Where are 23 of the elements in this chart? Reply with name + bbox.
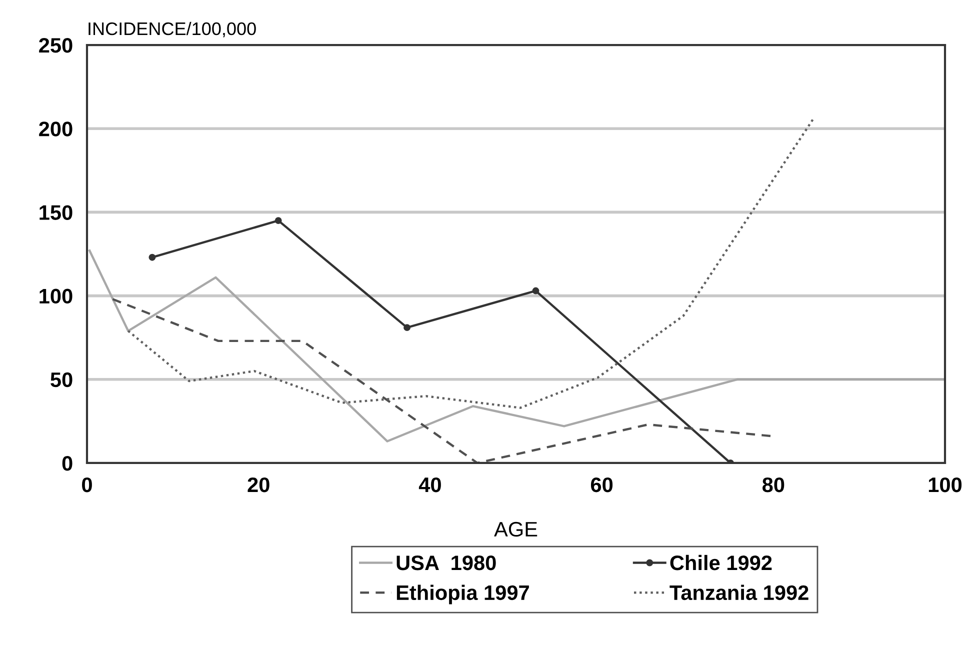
point xyxy=(274,217,282,224)
x-tick-label: 100 xyxy=(928,477,962,492)
legend-label: Chile 1992 xyxy=(670,554,772,570)
y-tick-label: 150 xyxy=(40,205,72,220)
point xyxy=(148,254,156,261)
x-axis-title: AGE xyxy=(494,522,538,537)
y-tick-label: 250 xyxy=(39,38,72,53)
point xyxy=(404,324,411,332)
y-tick-label: 100 xyxy=(40,288,72,304)
x-tick-label: 40 xyxy=(418,477,441,492)
legend-label: Ethiopia 1997 xyxy=(396,584,529,604)
y-tick-label: 0 xyxy=(62,456,72,471)
x-tick-label: 20 xyxy=(248,477,270,492)
y-tick-label: 200 xyxy=(39,122,72,136)
y-axis-title: INCIDENCE/100,000 xyxy=(88,22,256,38)
point xyxy=(532,287,540,294)
line-series xyxy=(88,250,944,442)
legend-label: USA 1980 xyxy=(396,555,496,570)
y-tick-label: 50 xyxy=(50,372,72,388)
x-tick-label: 80 xyxy=(762,477,784,492)
x-tick-label: 0 xyxy=(82,477,92,492)
legend-label: Tanzania 1992 xyxy=(670,584,808,600)
x-tick-label: 60 xyxy=(590,477,613,492)
